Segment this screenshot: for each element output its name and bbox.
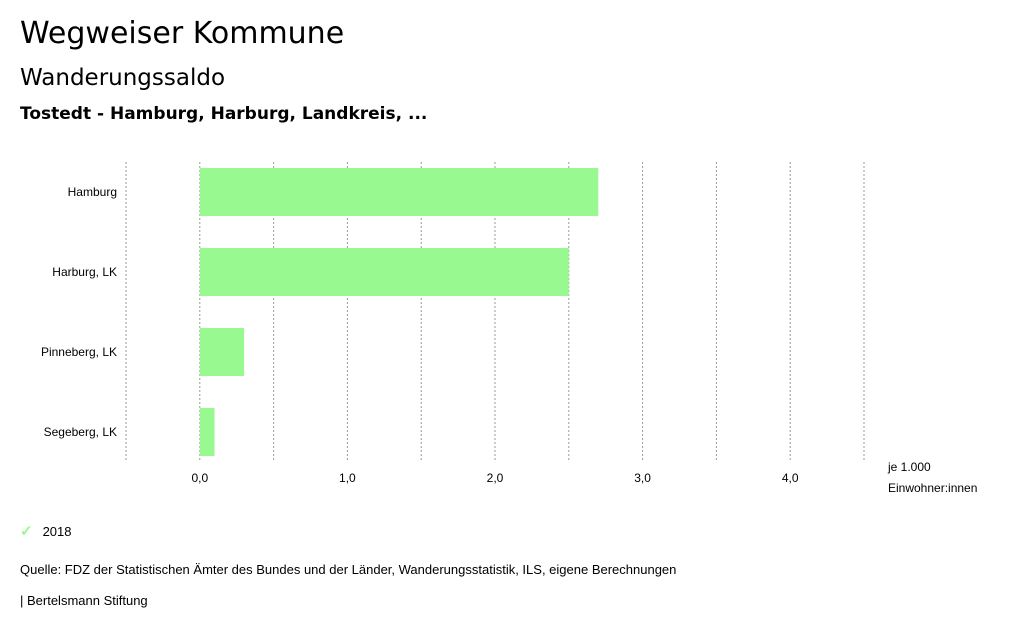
bar[interactable]: [199, 168, 599, 216]
legend-label: 2018: [42, 523, 72, 539]
category-label: Hamburg: [68, 185, 117, 199]
legend-item-2018[interactable]: ✓ 2018: [20, 522, 72, 540]
x-tick-label: 4,0: [782, 471, 799, 485]
bar[interactable]: [199, 408, 215, 456]
category-label: Segeberg, LK: [44, 425, 117, 439]
bar[interactable]: [199, 328, 245, 376]
x-tick-label: 3,0: [634, 471, 651, 485]
organization-credit: | Bertelsmann Stiftung: [20, 593, 148, 608]
x-tick-label: 2,0: [487, 471, 504, 485]
category-labels: Hamburg Harburg, LK Pinneberg, LK Segeberg,…: [41, 185, 117, 439]
x-tick-labels: 0,0 1,0 2,0 3,0 4,0: [191, 471, 798, 485]
unit-label-line1: je 1.000: [887, 460, 931, 474]
app-title: Wegweiser Kommune: [20, 16, 345, 51]
bar-chart: Hamburg Harburg, LK Pinneberg, LK Segeberg,…: [41, 162, 977, 495]
check-icon: ✓: [20, 523, 33, 540]
x-tick-label: 0,0: [191, 471, 208, 485]
bar[interactable]: [199, 248, 569, 296]
region-title: Tostedt - Hamburg, Harburg, Landkreis, .…: [20, 104, 428, 124]
bars: [199, 168, 599, 456]
chart-subtitle: Wanderungssaldo: [20, 65, 226, 91]
category-label: Harburg, LK: [52, 265, 117, 279]
category-label: Pinneberg, LK: [41, 345, 117, 359]
x-tick-label: 1,0: [339, 471, 356, 485]
source-note: Quelle: FDZ der Statistischen Ämter des …: [20, 562, 677, 577]
unit-label-line2: Einwohner:innen: [888, 481, 977, 495]
